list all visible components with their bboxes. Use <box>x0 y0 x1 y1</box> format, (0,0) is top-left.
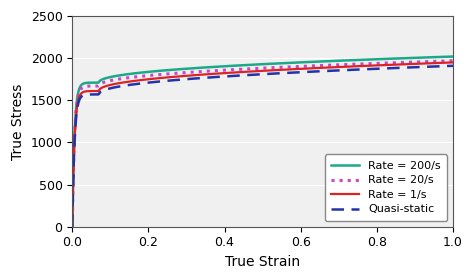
Quasi-static <box>450 64 456 67</box>
Rate = 1/s <box>250 70 256 73</box>
Rate = 20/s <box>441 59 447 63</box>
Rate = 1/s <box>441 61 447 64</box>
Rate = 1/s <box>296 67 301 71</box>
Quasi-static <box>250 73 256 76</box>
Line: Rate = 200/s: Rate = 200/s <box>72 57 453 227</box>
Rate = 20/s <box>275 66 281 69</box>
Quasi-static <box>253 73 258 76</box>
Y-axis label: True Stress: True Stress <box>11 83 25 160</box>
Rate = 200/s <box>382 57 387 61</box>
Rate = 200/s <box>253 63 258 66</box>
Rate = 20/s <box>250 67 256 70</box>
Quasi-static <box>69 225 75 228</box>
X-axis label: True Strain: True Strain <box>225 255 300 269</box>
Rate = 20/s <box>69 225 75 228</box>
Quasi-static <box>296 71 301 74</box>
Rate = 20/s <box>382 61 387 65</box>
Legend: Rate = 200/s, Rate = 20/s, Rate = 1/s, Quasi-static: Rate = 200/s, Rate = 20/s, Rate = 1/s, Q… <box>325 154 447 221</box>
Rate = 200/s <box>441 55 447 59</box>
Quasi-static <box>382 67 387 70</box>
Rate = 20/s <box>253 67 258 70</box>
Rate = 1/s <box>450 61 456 64</box>
Rate = 200/s <box>275 62 281 65</box>
Quasi-static <box>275 72 281 75</box>
Rate = 1/s <box>253 69 258 73</box>
Line: Quasi-static: Quasi-static <box>72 66 453 227</box>
Rate = 200/s <box>250 63 256 66</box>
Rate = 200/s <box>296 61 301 64</box>
Line: Rate = 20/s: Rate = 20/s <box>72 61 453 227</box>
Rate = 200/s <box>69 225 75 228</box>
Rate = 1/s <box>69 225 75 228</box>
Rate = 1/s <box>275 68 281 72</box>
Rate = 20/s <box>450 59 456 62</box>
Quasi-static <box>441 64 447 68</box>
Rate = 200/s <box>450 55 456 58</box>
Rate = 1/s <box>382 63 387 67</box>
Line: Rate = 1/s: Rate = 1/s <box>72 62 453 227</box>
Rate = 20/s <box>296 65 301 68</box>
